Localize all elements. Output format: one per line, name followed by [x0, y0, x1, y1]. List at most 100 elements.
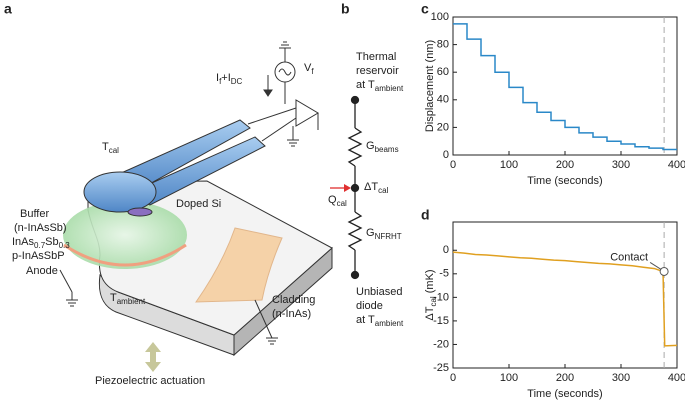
text-part: V — [304, 62, 312, 74]
subscript: NFRHT — [375, 232, 402, 241]
circuit-label: Qcal — [328, 194, 347, 208]
subscript: 0.7 — [34, 241, 46, 250]
diagram-label: (n-InAsSb) — [14, 222, 67, 234]
plot-frame — [452, 221, 678, 369]
node — [350, 270, 360, 280]
y-tick-label: -10 — [433, 291, 449, 303]
ground — [66, 292, 78, 307]
x-axis-label: Time (seconds) — [527, 388, 602, 400]
amplifier — [295, 99, 319, 127]
subscript: cal — [429, 296, 438, 306]
text-part: (n-InAs) — [272, 308, 311, 320]
text-part: reservoir — [356, 65, 399, 77]
y-tick-label: 0 — [443, 149, 449, 161]
slab-left-face — [98, 273, 235, 356]
text-part: Anode — [26, 265, 58, 277]
data-line — [453, 23, 677, 151]
data-line — [452, 251, 678, 347]
x-tick-label: 400 — [668, 372, 685, 384]
subscript: beams — [375, 145, 399, 154]
circuit-label: ΔTcal — [364, 181, 389, 195]
x-tick-label: 100 — [500, 159, 518, 171]
text-part: +I — [221, 72, 230, 84]
contact-marker — [659, 266, 669, 276]
wire — [261, 117, 297, 142]
device-drawing — [59, 41, 333, 372]
circuit-label: diode — [356, 300, 383, 312]
arrow-head — [344, 184, 351, 192]
text-part: at T — [356, 314, 375, 326]
y-tick-label: 60 — [437, 66, 449, 78]
text-part: Unbiased — [356, 286, 402, 298]
text-part: G — [366, 227, 375, 239]
panel-label: a — [4, 1, 12, 17]
text-part: (mK) — [424, 269, 436, 296]
wire — [59, 269, 73, 293]
y-tick-label: 40 — [437, 94, 449, 106]
ground — [279, 41, 291, 49]
x-tick-label: 100 — [500, 372, 518, 384]
text-part: I — [216, 72, 219, 84]
diagram-label: Vf — [304, 62, 314, 76]
x-axis-label: Time (seconds) — [527, 175, 602, 187]
text-part: (n-InAsSb) — [14, 222, 67, 234]
thermal-circuit — [330, 95, 363, 280]
wire — [254, 299, 273, 339]
text-part: Cladding — [272, 294, 315, 306]
text-part: at T — [356, 79, 375, 91]
text-part: diode — [356, 300, 383, 312]
text-part: p-InAsSbP — [12, 250, 65, 262]
node — [350, 95, 360, 105]
panel-label: c — [421, 1, 429, 17]
annotation-leader — [649, 262, 662, 270]
y-tick-label: -15 — [433, 315, 449, 327]
text-part: Buffer — [20, 208, 49, 220]
circuit-label: reservoir — [356, 65, 399, 77]
y-axis-label: Displacement (nm) — [424, 40, 436, 132]
x-tick-label: 200 — [556, 159, 574, 171]
y-tick-label: -20 — [433, 338, 449, 350]
text-part: Q — [328, 194, 337, 206]
ac-symbol — [278, 68, 292, 76]
resistor — [347, 211, 363, 251]
subscript: DC — [231, 77, 243, 86]
subscript: 0.3 — [59, 241, 71, 250]
circuit-label: GNFRHT — [366, 227, 402, 241]
diagram-label: If+IDC — [216, 72, 243, 86]
x-tick-label: 200 — [556, 372, 574, 384]
diagram-label: Doped Si — [176, 198, 221, 210]
plot-frame — [452, 16, 678, 156]
cladding — [195, 227, 283, 303]
actuation-arrow — [145, 342, 161, 372]
annotation: Contact — [610, 251, 648, 263]
subscript: ambient — [375, 84, 404, 93]
y-tick-label: -5 — [439, 268, 449, 280]
charts: c 0 100 200 300 400 0 20 40 60 80 100 Time (seconds)… — [421, 1, 685, 400]
x-tick-label: 300 — [612, 159, 630, 171]
circuit-label: at Tambient — [356, 314, 404, 328]
diagram-label: Piezoelectric actuation — [95, 375, 205, 387]
subscript: ambient — [117, 297, 146, 306]
panel-label: b — [341, 1, 350, 17]
diagram-label: p-InAsSbP — [12, 250, 65, 262]
ground — [266, 337, 278, 345]
resistor — [347, 127, 363, 167]
subscript: cal — [109, 146, 119, 155]
circuit-label: Gbeams — [366, 140, 399, 154]
text-part: Sb — [45, 236, 58, 248]
diagram-label: (n-InAs) — [272, 308, 311, 320]
diagram-label: InAs0.7Sb0.3 — [12, 236, 70, 250]
node — [350, 183, 360, 193]
circuit-label: Unbiased — [356, 286, 402, 298]
text-part: T — [102, 141, 109, 153]
y-tick-label: -25 — [433, 362, 449, 374]
labels: a b If +IDC Vf Tcal Doped Si Buffer (n-InAsSb) In… — [4, 1, 404, 387]
text-part: Doped Si — [176, 198, 221, 210]
y-tick-label: 20 — [437, 121, 449, 133]
y-axis-label: ΔTcal (mK) — [424, 269, 438, 320]
subscript: f — [311, 67, 314, 76]
text-part: Thermal — [356, 51, 396, 63]
x-tick-label: 0 — [450, 372, 456, 384]
